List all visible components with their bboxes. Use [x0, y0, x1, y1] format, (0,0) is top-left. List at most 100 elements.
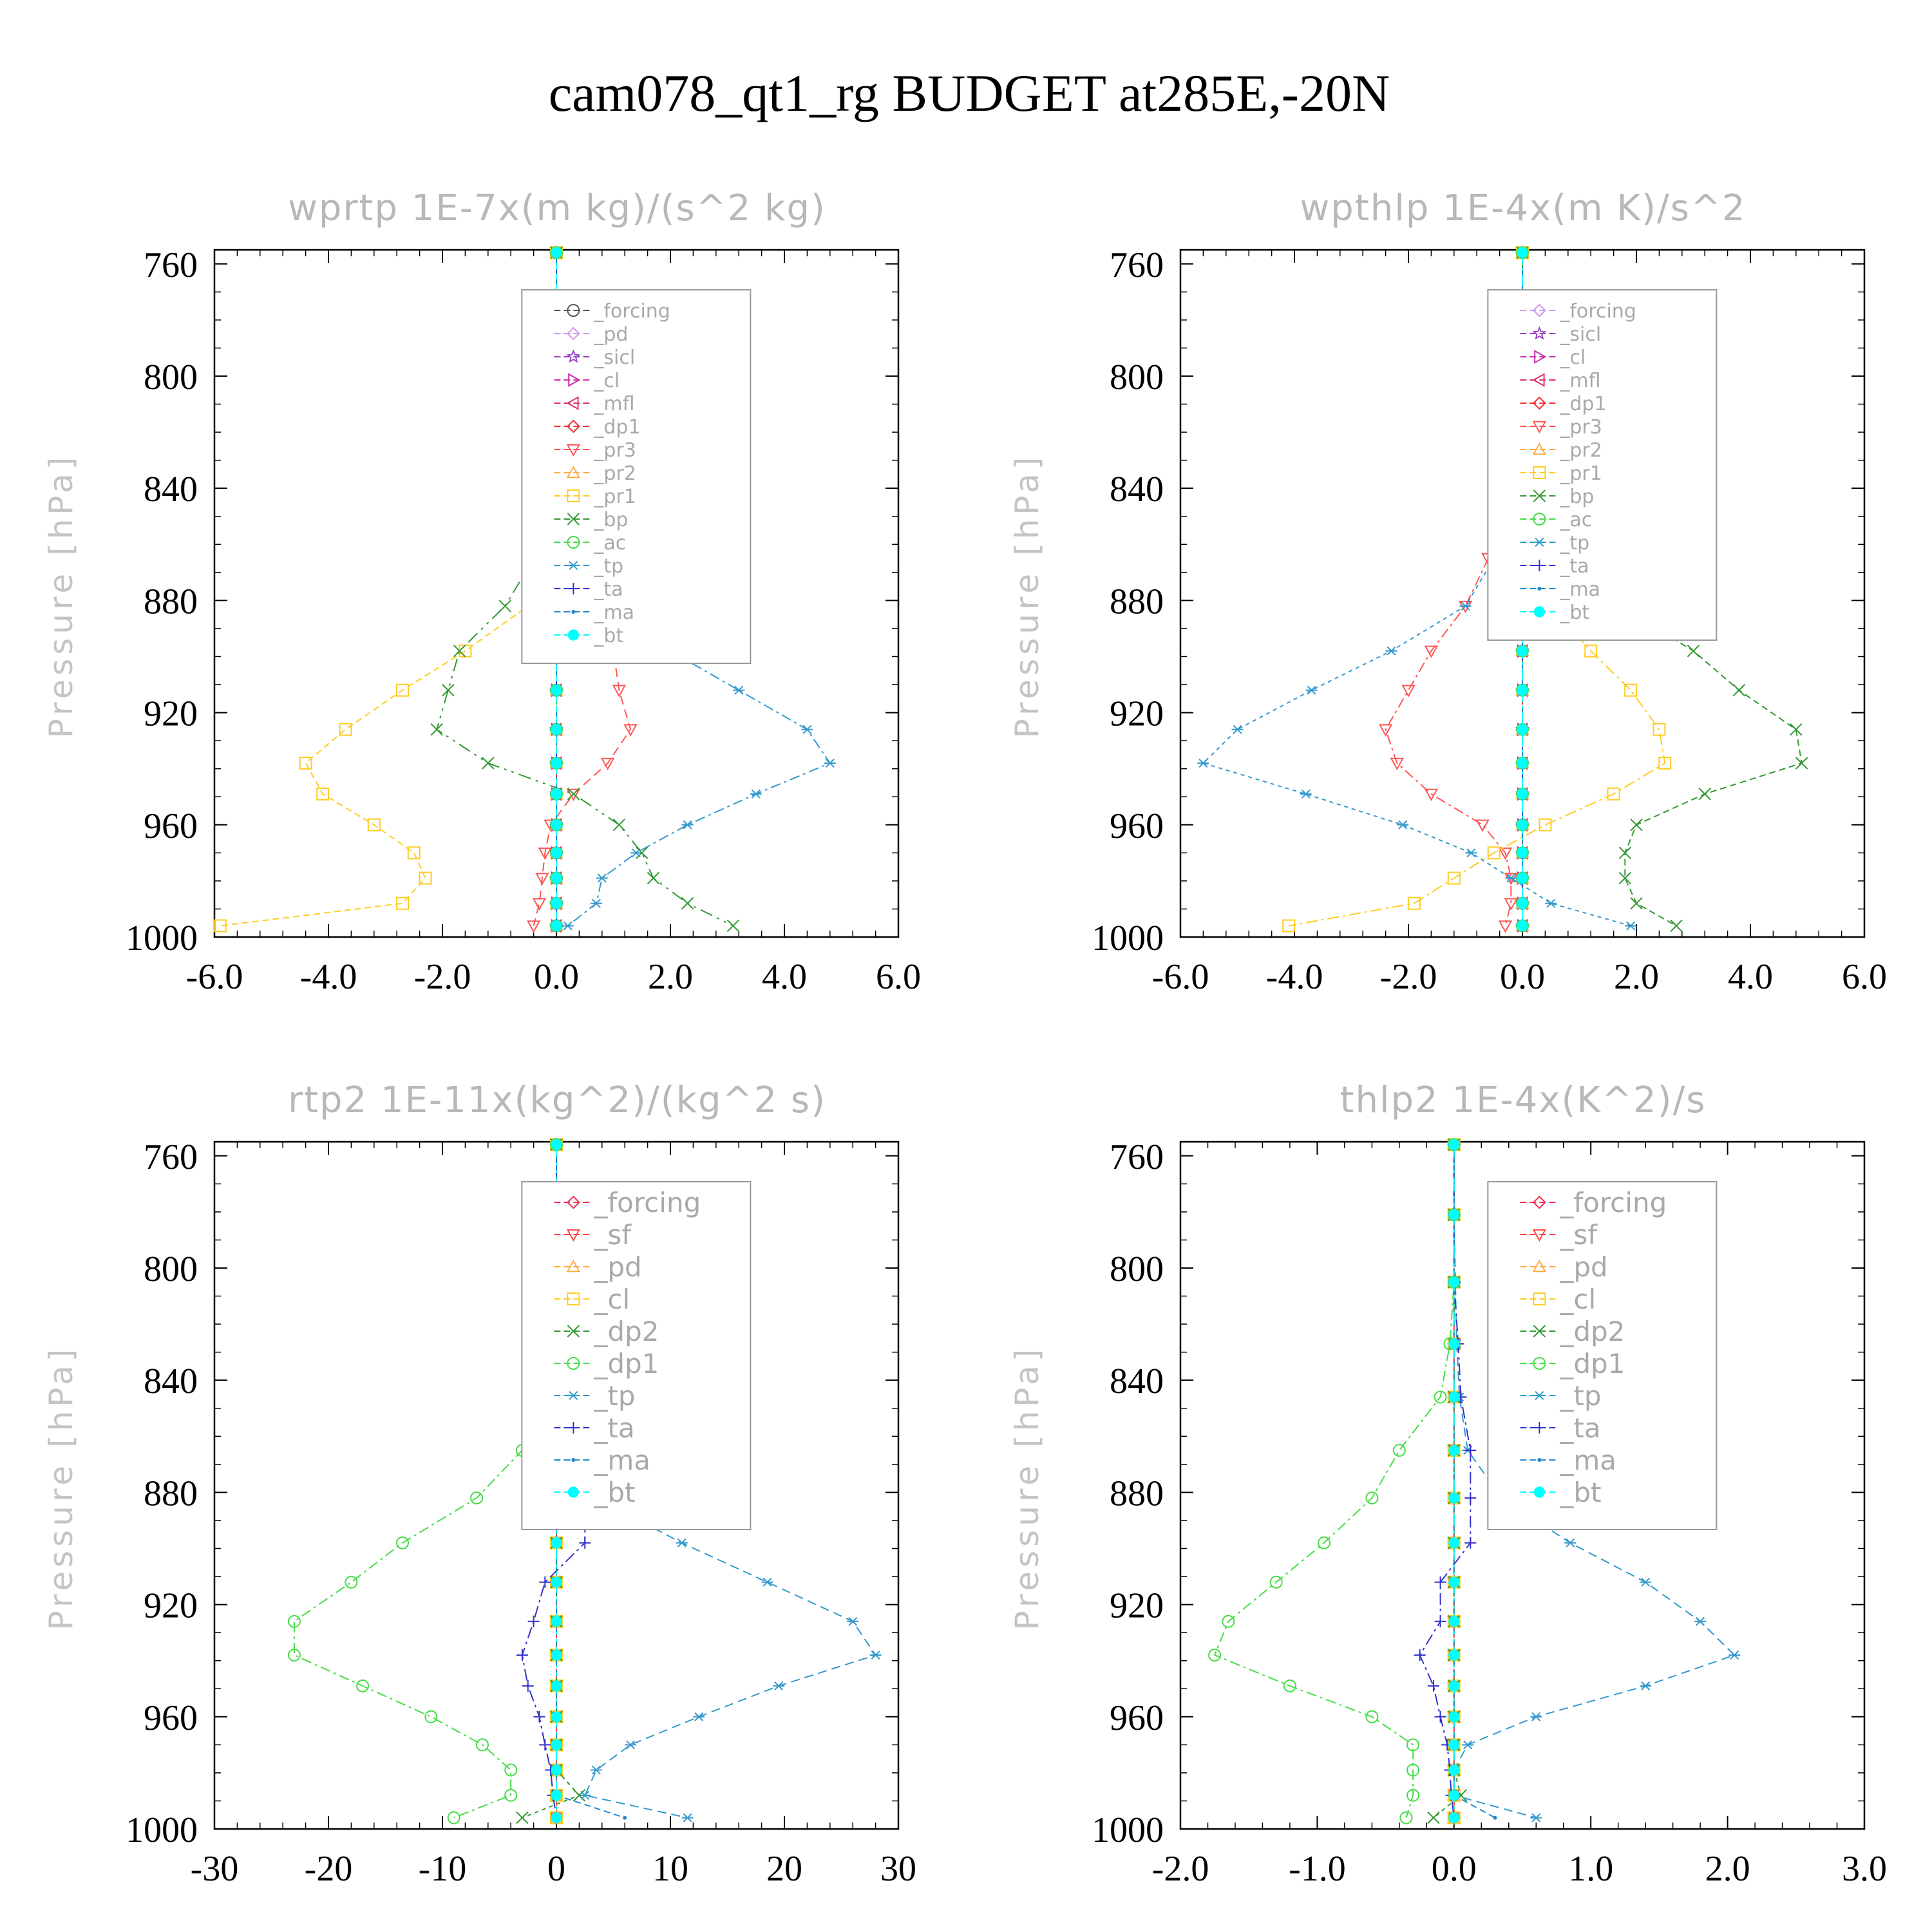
x-tick-label: 4.0 [1728, 957, 1773, 997]
series-line [293, 1144, 557, 1819]
data-point [535, 873, 549, 886]
data-point [453, 645, 466, 658]
data-point [1464, 1444, 1477, 1457]
data-point [1385, 646, 1397, 656]
legend-label: _sicl [1559, 323, 1601, 346]
axis-ticks [1180, 1142, 1865, 1830]
legend-label: _tp [593, 555, 623, 578]
y-tick-label: 920 [144, 1586, 198, 1626]
data-point [566, 1259, 581, 1273]
data-point [539, 1576, 551, 1588]
data-point [1670, 919, 1683, 933]
legend-item: _dp1 [554, 416, 641, 439]
data-point [612, 685, 627, 697]
legend-label: _forcing [593, 1187, 701, 1218]
data-point [1624, 683, 1638, 697]
y-tick-label: 1000 [126, 918, 198, 958]
data-point [1462, 1740, 1474, 1750]
data-point [1517, 872, 1528, 884]
data-point [1498, 920, 1513, 933]
data-point [1532, 421, 1547, 434]
panel-title: wprtp 1E-7x(m kg)/(s^2 kg) [288, 187, 826, 229]
x-tick-label: 4.0 [762, 957, 807, 997]
data-point [551, 1649, 562, 1661]
data-point [562, 921, 574, 931]
y-tick-label: 800 [1110, 1249, 1164, 1289]
data-point [647, 871, 660, 885]
legend-label: _cl [1559, 346, 1586, 369]
data-point [475, 1738, 489, 1752]
data-point [1197, 758, 1209, 768]
data-point [1517, 847, 1528, 858]
legend-label: _pd [1559, 1251, 1607, 1283]
data-point [1269, 1575, 1283, 1589]
data-point [1539, 818, 1552, 831]
legend-label: _ta [1559, 555, 1589, 578]
panel-wprtp: wprtp 1E-7x(m kg)/(s^2 kg) Pressure [hPa… [43, 187, 921, 997]
panel-thlp2: thlp2 1E-4x(K^2)/s Pressure [hPa] -2.0 -1… [1009, 1079, 1887, 1889]
data-point [345, 1575, 358, 1589]
x-tick-label: -2.0 [1380, 957, 1437, 997]
data-point [1318, 1536, 1331, 1549]
data-point [1448, 1338, 1460, 1350]
panel-rtp2: rtp2 1E-11x(kg^2)/(kg^2 s) Pressure [hPa… [43, 1079, 916, 1889]
series-line [1385, 252, 1523, 926]
data-point [1533, 1293, 1546, 1305]
data-point [1434, 1710, 1446, 1723]
series-dp1 [1208, 1138, 1461, 1824]
data-point [539, 1739, 551, 1751]
data-point [590, 1765, 602, 1775]
legend: _forcing_sf_pd_cl_dp2_dp1_tp_ta_ma_bt [1487, 1181, 1718, 1530]
data-point [419, 871, 432, 885]
x-tick-label: -10 [419, 1849, 467, 1889]
x-tick-label: 6.0 [1842, 957, 1887, 997]
data-point [750, 789, 762, 799]
data-point [579, 1790, 591, 1800]
axis-ticks [214, 250, 899, 938]
data-point [1464, 1537, 1477, 1549]
data-point [1732, 684, 1746, 697]
legend-label: _pr3 [1559, 416, 1602, 439]
data-point [1517, 247, 1528, 258]
legend: _forcing_sicl_cl_mfl_dp1_pr3_pr2_pr1_bp_… [1487, 289, 1718, 641]
data-point [551, 1764, 562, 1776]
data-point [1448, 1812, 1460, 1824]
y-tick-label: 880 [144, 582, 198, 621]
legend-item: _ta [1520, 1412, 1601, 1444]
data-point [1493, 1815, 1497, 1820]
x-tick-label: 10 [652, 1849, 688, 1889]
data-point [1532, 1195, 1546, 1209]
x-tick-label: -20 [305, 1849, 353, 1889]
x-tick-label: 1.0 [1568, 1849, 1613, 1889]
legend-item: _ac [554, 532, 626, 554]
series-dp2 [1427, 1138, 1468, 1824]
data-point [482, 757, 495, 770]
data-point [1487, 846, 1501, 860]
legend: _forcing_sf_pd_cl_dp2_dp1_tp_ta_ma_bt [521, 1181, 752, 1530]
legend-label: _bp [593, 509, 628, 531]
legend-label: _bp [1559, 486, 1594, 508]
data-point [551, 1711, 562, 1723]
legend-item: _cl [554, 370, 620, 392]
data-point [1534, 350, 1547, 364]
data-point [1517, 645, 1528, 657]
y-tick-label: 800 [144, 1249, 198, 1289]
legend: _forcing_pd_sicl_cl_mfl_dp1_pr3_pr2_pr1_… [521, 289, 752, 664]
data-point [567, 513, 580, 526]
legend-item: _ma [1520, 1444, 1616, 1476]
data-point [516, 1811, 529, 1824]
data-point [567, 1422, 580, 1434]
data-point [566, 465, 581, 478]
legend-label: _dp1 [1559, 1348, 1625, 1379]
legend-item: _pd [1520, 1251, 1608, 1283]
series-bt [1448, 1139, 1460, 1824]
y-axis-label: Pressure [hPa] [43, 453, 80, 739]
data-point [567, 1357, 580, 1370]
legend-label: _ta [1559, 1412, 1600, 1444]
y-tick-label: 1000 [126, 1810, 198, 1850]
data-point [567, 1325, 580, 1338]
figure-title: cam078_qt1_rg BUDGET at285E,-20N [549, 64, 1390, 122]
data-point [1517, 898, 1528, 909]
y-tick-label: 760 [1110, 245, 1164, 285]
data-point [504, 1763, 518, 1777]
